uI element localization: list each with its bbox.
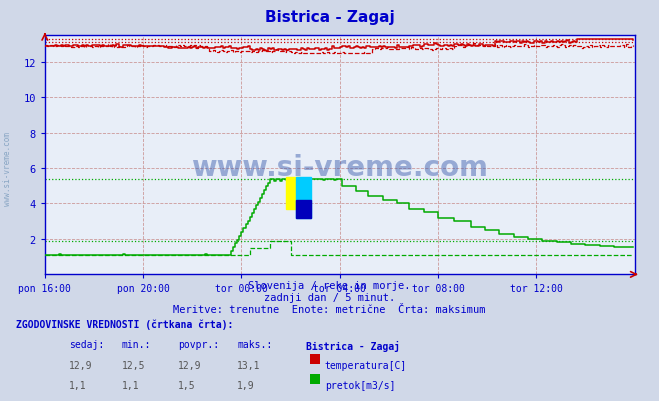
Text: 12,5: 12,5 — [122, 360, 146, 370]
Text: 12,9: 12,9 — [178, 360, 202, 370]
Text: Slovenija / reke in morje.: Slovenija / reke in morje. — [248, 280, 411, 290]
Text: Meritve: trenutne  Enote: metrične  Črta: maksimum: Meritve: trenutne Enote: metrične Črta: … — [173, 304, 486, 314]
Text: Bistrica - Zagaj: Bistrica - Zagaj — [265, 10, 394, 25]
Text: Bistrica - Zagaj: Bistrica - Zagaj — [306, 340, 401, 350]
Text: povpr.:: povpr.: — [178, 340, 219, 350]
Text: 1,9: 1,9 — [237, 380, 255, 390]
Text: temperatura[C]: temperatura[C] — [325, 360, 407, 370]
Text: www.si-vreme.com: www.si-vreme.com — [3, 132, 13, 205]
Text: maks.:: maks.: — [237, 340, 272, 350]
Polygon shape — [287, 178, 300, 209]
Text: pretok[m3/s]: pretok[m3/s] — [325, 380, 395, 390]
Text: 1,1: 1,1 — [122, 380, 140, 390]
Text: zadnji dan / 5 minut.: zadnji dan / 5 minut. — [264, 292, 395, 302]
Polygon shape — [297, 178, 311, 218]
Text: 12,9: 12,9 — [69, 360, 93, 370]
Polygon shape — [297, 200, 311, 218]
Text: www.si-vreme.com: www.si-vreme.com — [191, 153, 488, 181]
Text: sedaj:: sedaj: — [69, 340, 104, 350]
Text: ZGODOVINSKE VREDNOSTI (črtkana črta):: ZGODOVINSKE VREDNOSTI (črtkana črta): — [16, 319, 234, 329]
Text: min.:: min.: — [122, 340, 152, 350]
Text: 13,1: 13,1 — [237, 360, 261, 370]
Text: 1,5: 1,5 — [178, 380, 196, 390]
Text: 1,1: 1,1 — [69, 380, 87, 390]
